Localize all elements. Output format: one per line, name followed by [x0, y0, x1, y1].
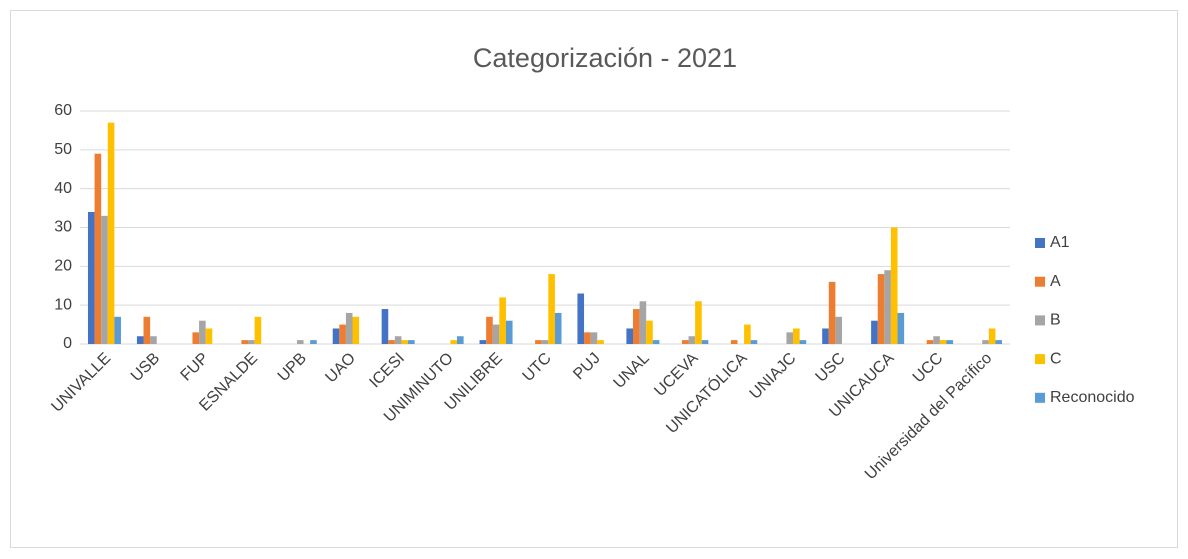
bar — [933, 336, 940, 344]
bar — [87, 211, 95, 344]
bar — [584, 332, 591, 344]
legend-swatch — [1035, 276, 1045, 287]
bar — [205, 328, 213, 344]
bar — [577, 293, 585, 344]
bar — [554, 312, 562, 344]
bar — [988, 328, 996, 344]
y-tick-label: 20 — [54, 258, 72, 275]
bar — [450, 340, 458, 344]
legend-swatch — [1035, 315, 1045, 326]
bar — [548, 274, 555, 344]
bar — [143, 316, 151, 344]
bar — [541, 340, 549, 344]
bar — [884, 270, 891, 344]
bar — [535, 340, 542, 344]
bar — [750, 340, 758, 344]
bar — [877, 274, 885, 344]
bar — [926, 340, 934, 344]
bar — [695, 301, 702, 344]
bar — [652, 340, 660, 344]
bar — [492, 324, 500, 344]
bar — [701, 340, 709, 344]
bar — [107, 122, 115, 345]
y-tick-label: 60 — [54, 102, 72, 119]
bar — [345, 312, 353, 344]
bar — [136, 336, 144, 344]
y-tick-label: 0 — [63, 335, 72, 352]
bar — [192, 332, 200, 344]
y-tick-label: 40 — [54, 180, 72, 197]
bar — [597, 340, 604, 344]
bar — [479, 340, 487, 344]
bar — [248, 340, 255, 344]
bar — [939, 340, 947, 344]
bar — [394, 336, 402, 344]
bar — [786, 332, 794, 344]
bar — [688, 336, 696, 344]
bar — [310, 340, 317, 344]
bar — [352, 316, 360, 344]
bar — [871, 320, 878, 344]
chart-border — [10, 10, 1178, 548]
bar — [199, 320, 206, 344]
legend-label: Reconocido — [1050, 389, 1135, 406]
bar — [632, 309, 640, 344]
bar — [114, 316, 121, 344]
bar — [241, 340, 249, 344]
y-tick-label: 10 — [54, 296, 72, 313]
bar — [296, 340, 304, 344]
bar — [486, 316, 493, 344]
bar — [982, 340, 989, 344]
bar — [828, 281, 836, 344]
legend-label: A1 — [1050, 234, 1070, 251]
bar — [381, 309, 389, 344]
bar — [681, 340, 689, 344]
legend-label: C — [1050, 350, 1062, 367]
y-tick-label: 30 — [54, 219, 72, 236]
bar — [946, 340, 954, 344]
bar — [730, 340, 738, 344]
legend-swatch — [1035, 392, 1045, 403]
bar — [890, 227, 898, 344]
bar — [339, 324, 346, 344]
bar — [94, 153, 102, 344]
bar — [101, 215, 108, 344]
bar — [401, 340, 409, 344]
legend-label: A — [1050, 273, 1061, 290]
bar — [793, 328, 800, 344]
y-tick-label: 50 — [54, 141, 72, 158]
bar — [388, 340, 395, 344]
bar — [744, 324, 751, 344]
bar — [408, 340, 415, 344]
bar — [499, 297, 506, 344]
legend-label: B — [1050, 312, 1061, 329]
bar — [995, 340, 1003, 344]
bar — [590, 332, 598, 344]
bar — [835, 316, 842, 344]
bar — [457, 336, 464, 344]
legend-swatch — [1035, 354, 1045, 365]
bar — [639, 301, 647, 344]
legend-swatch — [1035, 238, 1045, 248]
bar — [626, 328, 633, 344]
bar — [254, 316, 262, 344]
bar — [897, 312, 905, 344]
bar — [505, 320, 513, 344]
bar — [150, 336, 157, 344]
chart-title: Categorización - 2021 — [473, 43, 737, 73]
bar — [822, 328, 829, 344]
bar — [646, 320, 653, 344]
bar — [332, 328, 340, 344]
bar — [799, 340, 807, 344]
